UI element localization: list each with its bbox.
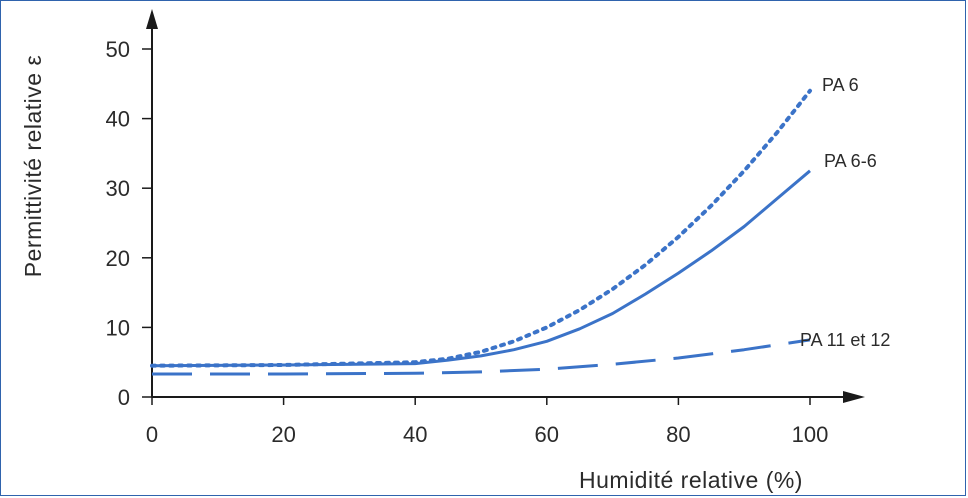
y-tick-label: 0 xyxy=(118,385,130,410)
series-lines xyxy=(150,88,812,376)
series-line-pa-11-et-12 xyxy=(152,338,811,376)
tick-labels: 0 10 20 30 40 50 0 20 40 60 80 100 xyxy=(106,37,829,447)
x-tick-label: 40 xyxy=(403,422,427,447)
y-tick-label: 10 xyxy=(106,315,130,340)
x-tick-label: 20 xyxy=(271,422,295,447)
x-axis-arrow xyxy=(843,391,865,403)
series-labels: PA 6 PA 6-6 PA 11 et 12 xyxy=(800,75,890,350)
y-tick-label: 50 xyxy=(106,37,130,62)
x-tick-label: 0 xyxy=(146,422,158,447)
x-tick-label: 100 xyxy=(792,422,829,447)
y-axis-title: Permittivité relative ε xyxy=(20,55,46,277)
x-tick-label: 80 xyxy=(666,422,690,447)
series-line-pa-6-6 xyxy=(151,169,811,368)
axes xyxy=(146,9,865,403)
y-tick-label: 40 xyxy=(106,107,130,132)
y-tick-label: 30 xyxy=(106,176,130,201)
series-label-pa-11-et-12: PA 11 et 12 xyxy=(800,330,890,350)
x-tick-label: 60 xyxy=(535,422,559,447)
series-label-pa-6-6: PA 6-6 xyxy=(824,151,877,171)
y-tick-label: 20 xyxy=(106,246,130,271)
series-line-pa-6 xyxy=(150,88,812,368)
series-label-pa-6: PA 6 xyxy=(822,75,859,95)
x-axis-title: Humidité relative (%) xyxy=(579,467,803,493)
y-axis-arrow xyxy=(146,9,158,29)
